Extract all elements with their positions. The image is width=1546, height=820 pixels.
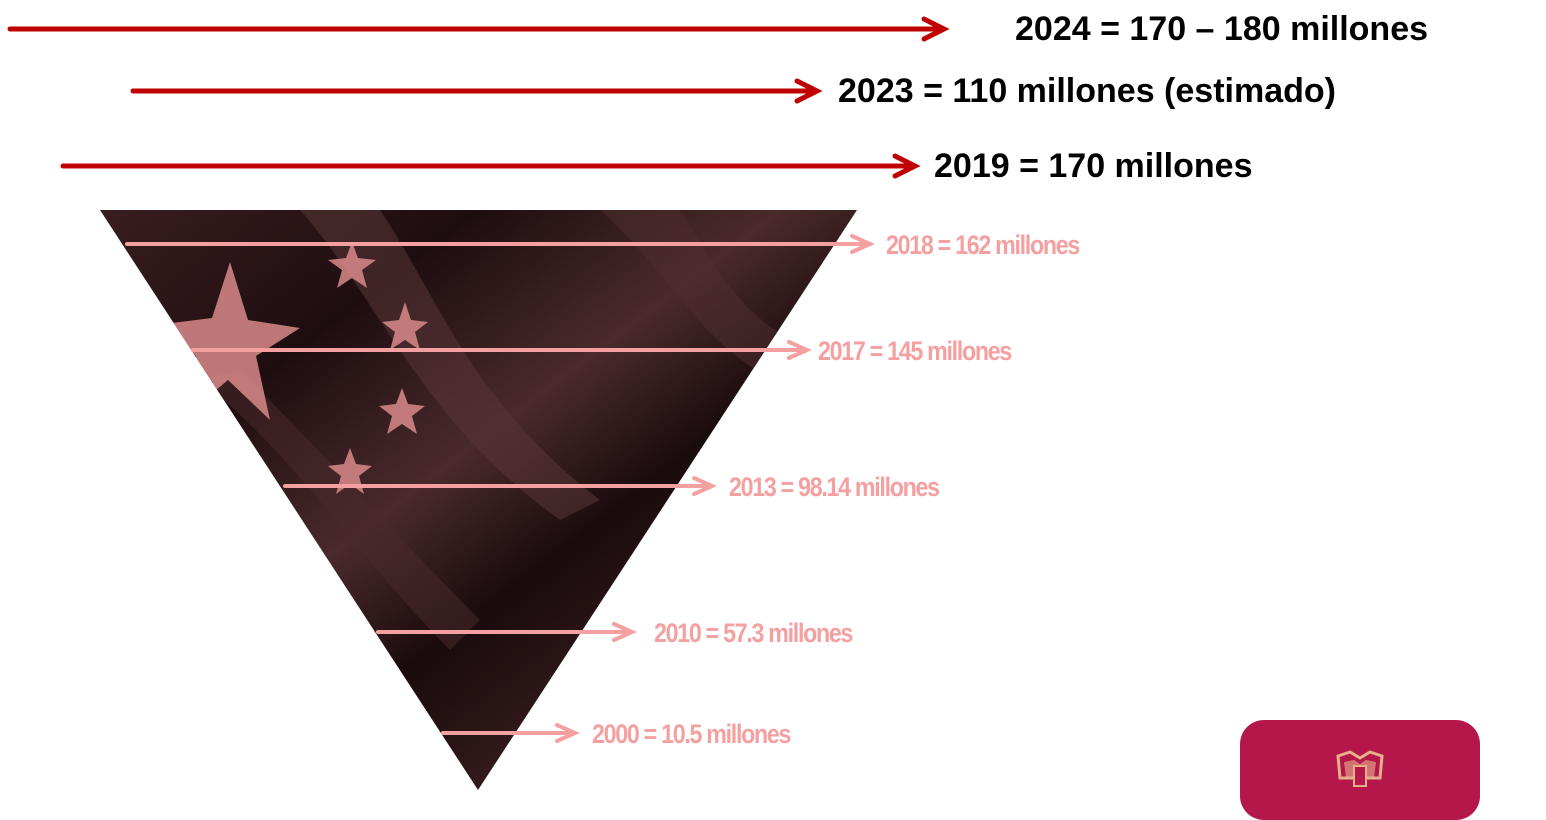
slide: 2024 = 170 – 180 millones 2023 = 110 mil… <box>7 10 1480 820</box>
arrow-head-2010 <box>612 622 637 642</box>
arrow-head-2013 <box>692 476 717 496</box>
crest-logo-icon <box>1336 750 1384 787</box>
label-2024: 2024 = 170 – 180 millones <box>1015 10 1429 48</box>
arrow-head-2019 <box>892 153 921 179</box>
institution-logo <box>1240 720 1480 820</box>
arrow-head-2018 <box>850 234 875 254</box>
flag-stars <box>156 242 428 494</box>
label-2023: 2023 = 110 millones (estimado) <box>838 72 1336 110</box>
label-2019: 2019 = 170 millones <box>934 147 1253 185</box>
small-star-icon <box>328 448 372 494</box>
label-2010: 2010 = 57.3 millones <box>654 618 853 648</box>
arrow-head-2000 <box>555 723 580 743</box>
label-2018: 2018 = 162 millones <box>886 230 1080 260</box>
funnel-arrows <box>125 234 875 743</box>
arrow-head-2023 <box>794 78 823 104</box>
small-star-icon <box>379 388 425 434</box>
label-2013: 2013 = 98.14 millones <box>729 472 940 502</box>
label-2000: 2000 = 10.5 millones <box>592 719 791 749</box>
small-star-icon <box>382 302 428 350</box>
label-2017: 2017 = 145 millones <box>818 336 1012 366</box>
arrow-head-2024 <box>921 16 950 42</box>
small-star-icon <box>328 242 376 288</box>
arrow-head-2017 <box>787 340 812 360</box>
big-star-icon <box>156 262 300 420</box>
funnel-flag-triangle <box>100 210 857 790</box>
top-arrows <box>7 16 950 179</box>
